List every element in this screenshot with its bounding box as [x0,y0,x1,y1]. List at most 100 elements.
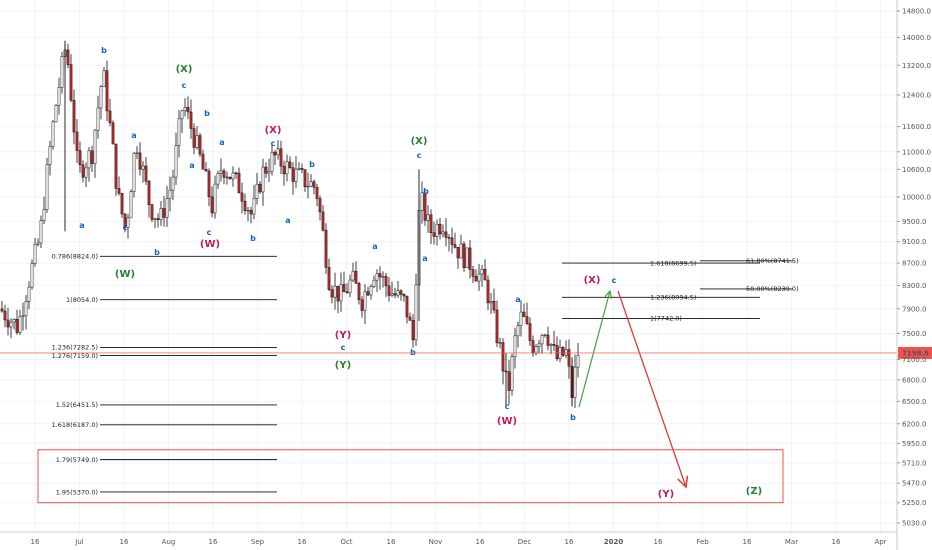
candle-down [336,285,340,302]
candle-up [252,198,256,215]
candle-down [450,237,454,245]
candle-down [432,232,436,237]
candle-up [369,286,373,296]
down-projection-arrow [617,290,686,487]
candle-down [411,320,415,341]
candle-down [204,169,208,172]
time-tick-label: Jul [74,538,84,546]
candle-down [468,247,472,270]
candle-up [183,107,187,112]
candle-down [162,208,166,218]
candle-up [435,223,439,237]
candle-down [147,180,151,206]
wave-label: c [417,151,422,160]
candle-up [57,87,61,106]
candle-up [96,107,100,131]
up-projection-arrow [578,291,610,408]
candle-up [45,164,49,210]
wave-label: b [101,46,107,55]
candle-up [306,185,310,188]
candle-down [357,283,361,301]
candle-down [108,110,112,124]
target-zone [37,449,784,504]
time-tick-label: 16 [743,538,752,546]
candle-up [390,293,394,296]
candle-down [15,319,19,333]
wave-label: c [505,402,510,411]
candle-down [324,229,328,268]
candle-down [156,218,160,221]
candle-down [72,100,76,133]
wave-label: (W) [115,269,135,280]
candle-up [465,247,469,268]
candle-up [60,56,64,88]
wave-label: (X) [265,125,282,136]
candle-down [243,200,247,211]
candle-down [423,192,427,221]
candle-down [471,269,475,277]
wave-label: b [410,348,416,357]
candle-up [33,244,37,264]
wave-label: b [423,187,429,196]
candle-up [333,285,337,298]
candle-down [507,371,511,391]
candle-up [339,284,343,302]
candle-up [426,214,430,221]
candle-up [54,104,58,123]
wave-label: a [189,161,194,170]
candle-up [141,165,145,170]
candle-down [303,169,307,188]
candle-up [255,183,259,199]
wave-labels: b a c (W) b a (X) c b a a c (W) b (X) c b a (Y) c (Y) a (X) c b a… [79,46,762,500]
wave-label: c [207,228,212,237]
candle-up [36,242,40,245]
candles [0,40,580,408]
candle-down [327,267,331,290]
candle-down [273,151,277,156]
candle-down [378,273,382,278]
candle-down [66,49,70,65]
price-tick-label: 10600.0 [902,166,931,174]
candle-up [489,300,493,304]
wave-label: b [250,234,256,243]
current-price-line: 7198.5 [0,346,932,359]
candle-up [270,151,274,172]
candle-down [429,214,433,233]
candle-up [30,263,34,288]
candle-down [117,188,121,194]
candle-up [480,268,484,275]
candle-up [441,231,445,235]
wave-label: (Y) [335,360,351,371]
time-tick-label: Mar [785,538,798,546]
candle-up [396,290,400,296]
candle-down [291,167,295,182]
candle-up [534,346,538,354]
candle-down [312,181,316,188]
fib-label: 1.52(6451.5) [56,401,98,409]
wave-label: a [285,216,290,225]
candle-up [39,220,43,244]
candle-up [516,325,520,337]
candle-down [120,193,124,215]
candle-up [18,316,22,333]
price-axis[interactable]: 14800.0 14000.0 13200.0 12400.0 11600.0 11000… [896,0,931,550]
candle-down [111,122,115,145]
candle-up [27,286,31,302]
price-tick-label: 8700.0 [902,260,927,268]
price-tick-label: 7500.0 [902,330,927,338]
candle-up [165,198,169,218]
candle-down [0,308,4,312]
fib-label: 61.80%(8741.5) [746,257,799,265]
candle-down [282,165,286,175]
time-axis[interactable]: 16 Jul 16 Aug 16 Sep 16 Oct 16 Nov 16 Dec 16 2020 16 Fe… [0,531,897,546]
candle-down [405,295,409,318]
candle-up [351,270,355,281]
wave-label: b [204,109,210,118]
candle-down [138,152,142,170]
wave-label: (Y) [335,330,351,341]
candle-down [393,293,397,296]
candle-up [294,168,298,182]
candle-up [348,279,352,294]
candle-down [207,170,211,197]
